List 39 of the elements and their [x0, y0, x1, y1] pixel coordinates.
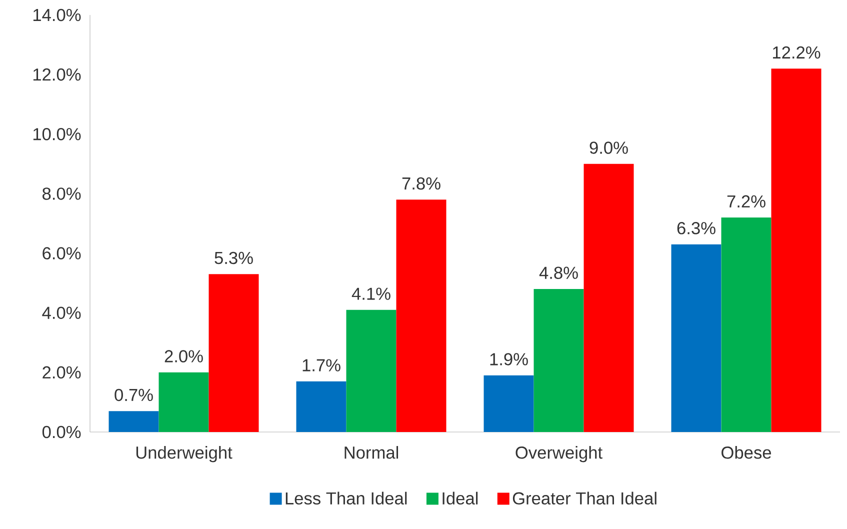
bar [158, 372, 209, 432]
bar [346, 310, 396, 432]
legend-label: Ideal [442, 492, 478, 505]
bar [671, 244, 722, 432]
data-label: 7.2% [727, 195, 766, 208]
bar [108, 411, 159, 432]
x-tick-label: Normal [344, 446, 398, 459]
y-tick-label: 10.0% [33, 128, 81, 140]
y-tick-label: 14.0% [33, 8, 81, 22]
bar [721, 218, 772, 432]
data-label: 1.7% [302, 359, 340, 372]
bar [396, 200, 446, 432]
y-tick-label: 0.0% [42, 426, 81, 438]
data-label: 9.0% [590, 142, 628, 154]
y-tick-label: 2.0% [42, 366, 81, 379]
data-label: 5.3% [214, 252, 253, 264]
data-label: 1.9% [490, 353, 528, 366]
data-label: 7.8% [402, 177, 440, 190]
data-label: 12.2% [773, 46, 820, 59]
y-tick-label: 8.0% [42, 188, 81, 200]
y-tick-label: 6.0% [42, 247, 81, 260]
legend-label: Less Than Ideal [286, 492, 407, 505]
x-tick-label: Obese [722, 446, 772, 459]
data-label: 4.1% [352, 288, 390, 300]
bar [584, 164, 634, 432]
data-label: 4.8% [539, 266, 578, 279]
data-label: 2.0% [164, 350, 203, 362]
x-tick-label: Overweight [516, 446, 602, 462]
bar [208, 274, 259, 432]
y-tick-label: 12.0% [33, 68, 81, 81]
x-tick-label: Underweight [136, 446, 232, 462]
data-label: 0.7% [114, 388, 153, 402]
bar [771, 68, 822, 432]
bar [534, 289, 584, 432]
legend-label: Greater Than Ideal [512, 492, 656, 505]
y-tick-label: 4.0% [42, 306, 81, 319]
data-label: 6.3% [677, 222, 716, 234]
bar [296, 381, 346, 432]
bar [484, 375, 534, 432]
